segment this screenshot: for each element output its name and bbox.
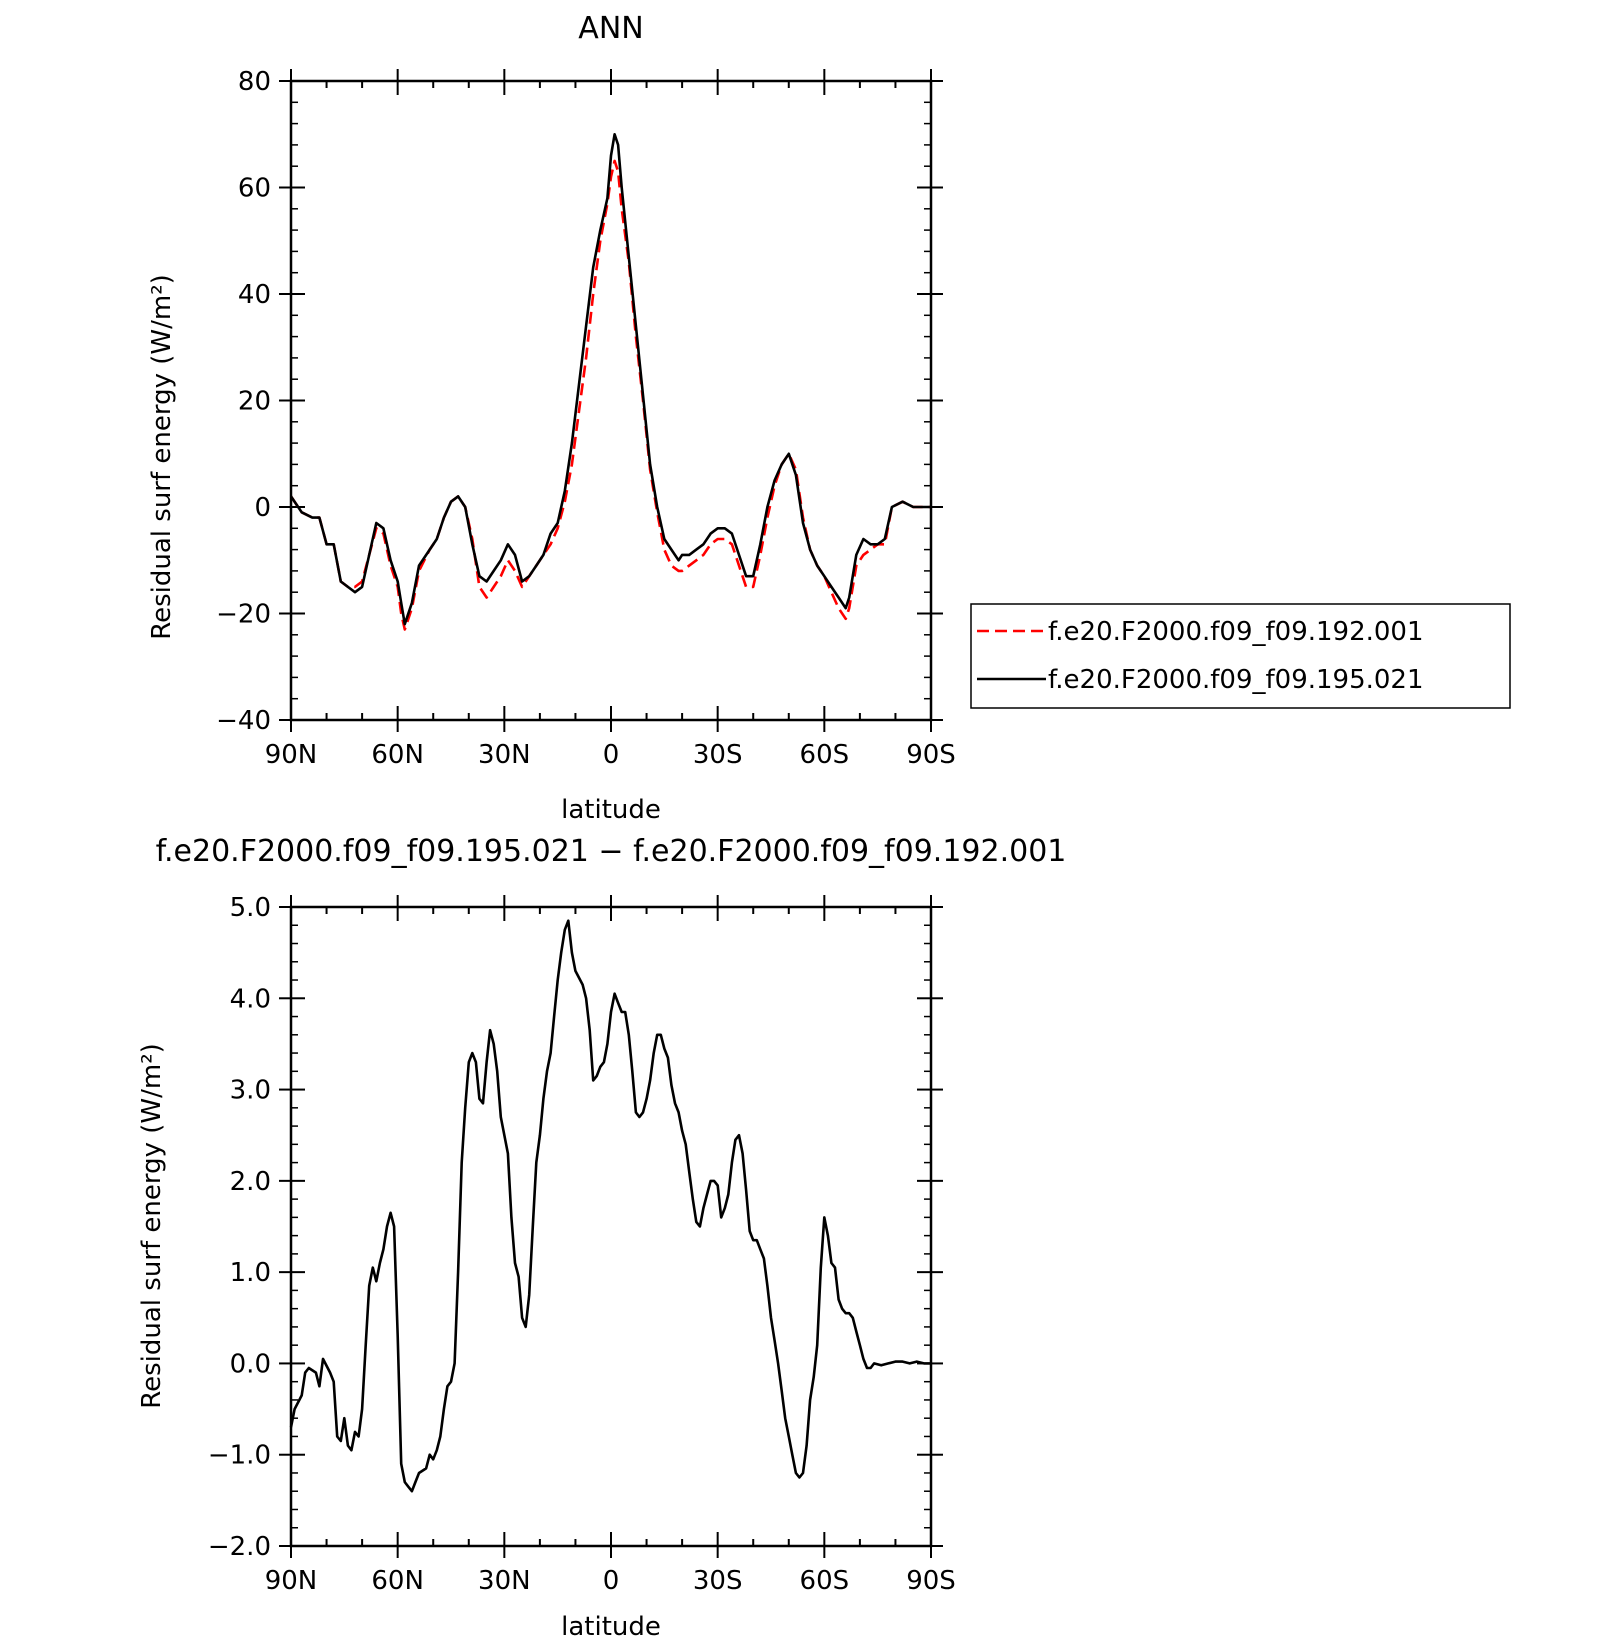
bottom-chart-y-label: Residual surf energy (W/m²) [137,1043,167,1409]
legend-label-195: f.e20.F2000.f09_f09.195.021 [1048,665,1424,695]
legend-box [970,603,1511,709]
x-tick-label: 30N [478,740,531,770]
series-line-0 [289,919,931,1493]
top-chart: ANN latitude Residual surf energy (W/m²)… [147,11,956,825]
y-tick-label: 4.0 [230,984,271,1014]
y-tick-label: 1.0 [230,1258,271,1288]
y-tick-label: −20 [216,600,271,630]
top-chart-y-label: Residual surf energy (W/m²) [147,274,177,640]
x-tick-label: 30S [693,1566,743,1596]
bottom-chart-series [289,919,931,1493]
top-chart-frame [289,79,933,722]
x-tick-label: 0 [603,740,620,770]
x-tick-label: 30N [478,1566,531,1596]
x-tick-label: 60S [800,740,850,770]
y-tick-label: −1.0 [208,1441,271,1471]
x-tick-label: 90N [265,740,318,770]
y-tick-label: −2.0 [208,1532,271,1562]
x-tick-label: 60N [371,740,424,770]
bottom-chart-title: f.e20.F2000.f09_f09.195.021 − f.e20.F200… [156,834,1067,869]
y-tick-label: 5.0 [230,893,271,923]
x-tick-label: 90N [265,1566,318,1596]
x-tick-label: 60N [371,1566,424,1596]
y-tick-label: −40 [216,706,271,736]
y-tick-label: 0.0 [230,1349,271,1379]
y-tick-label: 20 [238,387,271,417]
top-chart-ticks: 90N 60N 30N 0 30S 60S 90S −40 −20 0 20 40 60 80 [216,67,956,770]
legend: f.e20.F2000.f09_f09.192.001 f.e20.F2000.… [970,603,1511,709]
x-tick-label: 90S [906,1566,956,1596]
legend-label-192: f.e20.F2000.f09_f09.192.001 [1048,617,1424,647]
y-tick-label: 80 [238,67,271,97]
y-tick-label: 0 [254,493,271,523]
y-tick-label: 40 [238,280,271,310]
bottom-chart: f.e20.F2000.f09_f09.195.021 − f.e20.F200… [137,834,1066,1641]
x-tick-label: 90S [906,740,956,770]
top-chart-x-label: latitude [561,795,661,825]
bottom-chart-x-label: latitude [561,1612,661,1641]
bottom-chart-ticks: 90N 60N 30N 0 30S 60S 90S −2.0 −1.0 0.0 1.0 2.0 3.0 4… [208,893,956,1596]
x-tick-label: 0 [603,1566,620,1596]
bottom-chart-frame [289,905,933,1548]
series-line-1 [289,133,931,626]
x-tick-label: 60S [800,1566,850,1596]
top-chart-title: ANN [578,11,643,46]
y-tick-label: 60 [238,174,271,204]
top-chart-series [289,133,931,631]
y-tick-label: 2.0 [230,1167,271,1197]
x-tick-label: 30S [693,740,743,770]
y-tick-label: 3.0 [230,1076,271,1106]
